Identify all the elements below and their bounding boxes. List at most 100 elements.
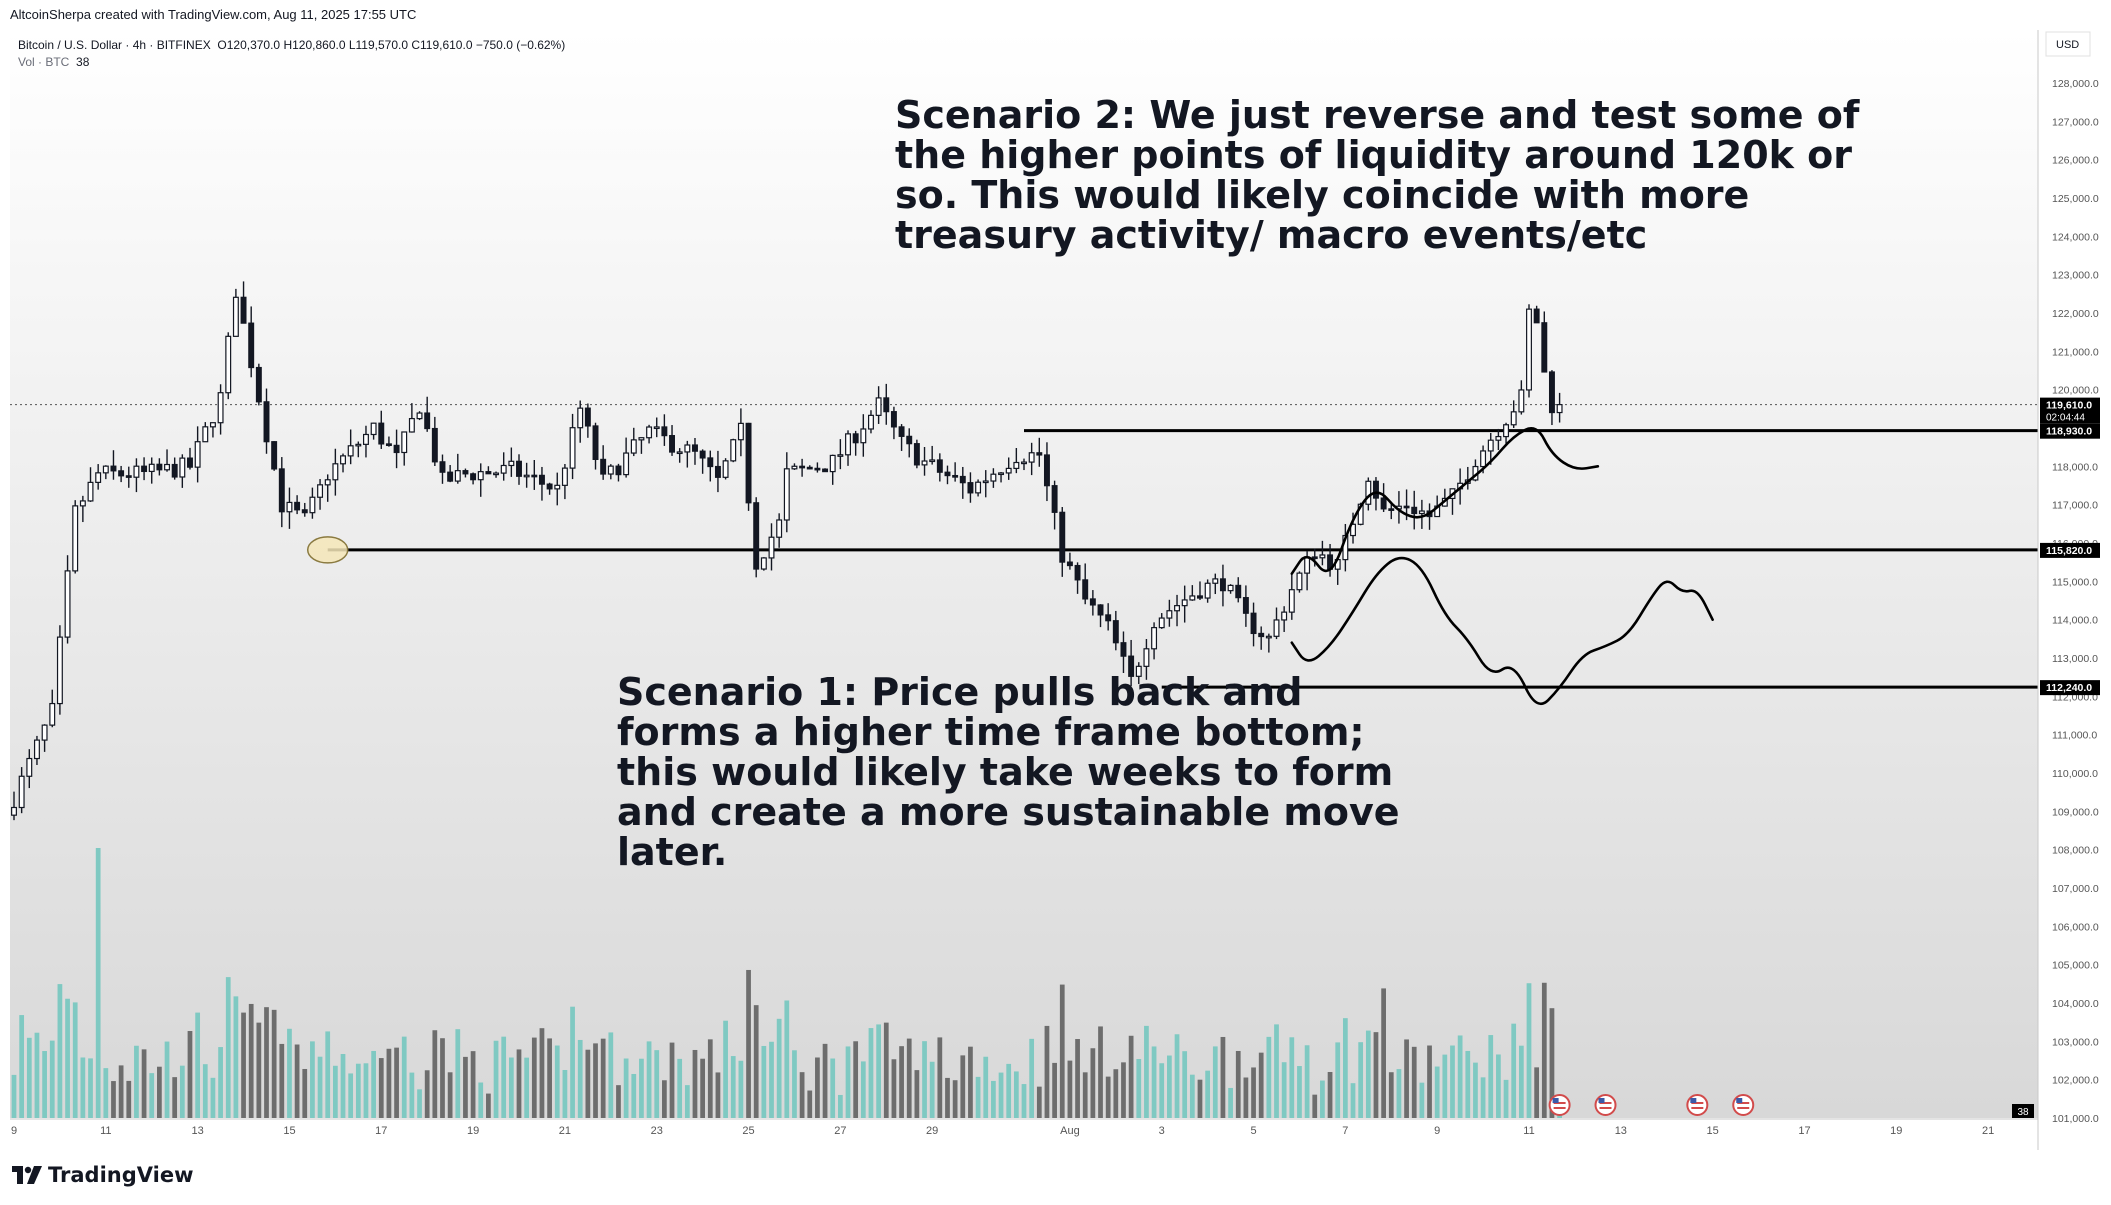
candle-body bbox=[776, 519, 783, 538]
volume-bar bbox=[1243, 1077, 1249, 1118]
volume-bar bbox=[1434, 1066, 1440, 1118]
volume-bar bbox=[348, 1073, 354, 1118]
volume-bar bbox=[761, 1045, 767, 1118]
volume-bar bbox=[1258, 1052, 1264, 1118]
volume-bar bbox=[906, 1038, 912, 1118]
volume-bar bbox=[386, 1048, 392, 1118]
volume-bar bbox=[998, 1072, 1004, 1118]
volume-bar bbox=[478, 1082, 484, 1118]
candle-body bbox=[431, 427, 438, 463]
chart-area[interactable]: USD 101,000.0 102,000.0 103,000.0 104,000.0 1… bbox=[10, 30, 2110, 1150]
flag-canton bbox=[1736, 1098, 1743, 1103]
volume-bar bbox=[1457, 1035, 1463, 1118]
price-tick-label: 102,000.0 bbox=[2052, 1075, 2099, 1087]
time-tick-label: 3 bbox=[1159, 1125, 1165, 1137]
volume-bar bbox=[118, 1065, 124, 1118]
candle-body bbox=[561, 467, 568, 486]
us-event-flag-icon bbox=[1732, 1094, 1755, 1116]
price-tick-label: 121,000.0 bbox=[2052, 346, 2099, 358]
candle-body bbox=[516, 460, 522, 477]
candle-body bbox=[1036, 452, 1043, 456]
time-tick-label: 15 bbox=[1707, 1125, 1719, 1137]
price-tick-label: 105,000.0 bbox=[2052, 960, 2099, 972]
volume-bar bbox=[960, 1055, 966, 1118]
volume-bar bbox=[1128, 1035, 1134, 1118]
candle-body bbox=[1227, 584, 1234, 592]
volume-bar bbox=[715, 1072, 721, 1118]
volume-bar bbox=[179, 1065, 185, 1118]
price-tick-label: 125,000.0 bbox=[2052, 193, 2099, 205]
candle-body bbox=[906, 435, 913, 445]
candle-body bbox=[11, 806, 17, 816]
candle-body bbox=[118, 470, 125, 477]
volume-bar bbox=[830, 1058, 836, 1118]
candle-body bbox=[990, 473, 997, 482]
volume-bar bbox=[325, 1031, 331, 1118]
candle-body bbox=[1074, 564, 1081, 581]
candle-body bbox=[1158, 617, 1165, 629]
symbol-legend: Bitcoin / U.S. Dollar · 4h · BITFINEX O1… bbox=[18, 37, 565, 71]
volume-bar bbox=[19, 1015, 25, 1118]
candle-body bbox=[692, 444, 698, 452]
volume-bar bbox=[1427, 1045, 1432, 1118]
candle-body bbox=[1151, 627, 1158, 650]
candlesticks bbox=[11, 281, 1563, 821]
candle-body bbox=[1265, 635, 1272, 639]
volume-bar bbox=[1090, 1048, 1096, 1118]
volume-axis-label: 38 bbox=[2017, 1107, 2029, 1118]
candle-body bbox=[1411, 506, 1418, 515]
candle-body bbox=[1365, 480, 1372, 505]
candle-body bbox=[1250, 612, 1257, 635]
volume-bar bbox=[103, 1068, 109, 1118]
candle-body bbox=[1556, 404, 1563, 414]
volume-bar bbox=[287, 1028, 292, 1118]
candle-body bbox=[232, 296, 239, 337]
volume-bar bbox=[187, 1031, 193, 1118]
price-tick-label: 111,000.0 bbox=[2052, 730, 2097, 742]
volume-bar bbox=[1358, 1042, 1364, 1118]
volume-bar bbox=[294, 1044, 300, 1118]
candle-body bbox=[883, 397, 890, 413]
price-tick-label: 126,000.0 bbox=[2052, 155, 2099, 167]
volume-bar bbox=[1526, 983, 1532, 1118]
volume-bar bbox=[631, 1073, 637, 1118]
price-tick-label: 115,000.0 bbox=[2052, 576, 2098, 588]
time-tick-label: 27 bbox=[834, 1125, 846, 1137]
price-tick-label: 101,000.0 bbox=[2052, 1113, 2099, 1125]
time-tick-label: 13 bbox=[1615, 1125, 1627, 1137]
volume-bar bbox=[1373, 1032, 1379, 1118]
volume-bar bbox=[1388, 1072, 1394, 1118]
candle-body bbox=[347, 445, 354, 457]
candle-body bbox=[860, 428, 867, 444]
candle-body bbox=[653, 426, 660, 430]
price-axis[interactable]: USD 101,000.0 102,000.0 103,000.0 104,000.0 1… bbox=[2037, 30, 2110, 1150]
volume-bar bbox=[440, 1038, 445, 1118]
candle-body bbox=[355, 443, 362, 447]
candle-body bbox=[1242, 597, 1249, 614]
time-axis[interactable]: 9 11 13 15 17 19 21 23 25 27 29 Aug 3 5 7 9 11 13 15 17 19 21… bbox=[10, 1104, 2038, 1137]
candle-body bbox=[156, 463, 163, 471]
volume-bar bbox=[1029, 1038, 1035, 1118]
volume-bar bbox=[837, 1094, 843, 1118]
candle-body bbox=[1212, 578, 1219, 584]
volume-label: Vol · BTC bbox=[18, 55, 70, 69]
candle-body bbox=[72, 505, 79, 572]
volume-bar bbox=[95, 848, 101, 1118]
volume-bar bbox=[470, 1051, 476, 1118]
candle-body bbox=[102, 465, 109, 474]
price-tick-label: 117,000.0 bbox=[2052, 500, 2098, 512]
candle-body bbox=[1005, 467, 1012, 474]
candle-body bbox=[1281, 611, 1288, 621]
candle-body bbox=[1548, 371, 1555, 414]
tradingview-logo[interactable]: TradingView bbox=[12, 1160, 193, 1190]
volume-bar bbox=[968, 1046, 973, 1118]
price-chart[interactable]: USD 101,000.0 102,000.0 103,000.0 104,000.0 1… bbox=[10, 30, 2110, 1150]
volume-bar bbox=[1342, 1018, 1348, 1118]
price-tick-label: 113,000.0 bbox=[2052, 653, 2098, 665]
candle-body bbox=[171, 463, 178, 478]
candle-body bbox=[699, 450, 706, 459]
volume-bar bbox=[302, 1068, 308, 1118]
time-tick-label: 9 bbox=[1434, 1125, 1440, 1137]
volume-bar bbox=[1274, 1024, 1279, 1118]
candle-body bbox=[401, 431, 408, 454]
